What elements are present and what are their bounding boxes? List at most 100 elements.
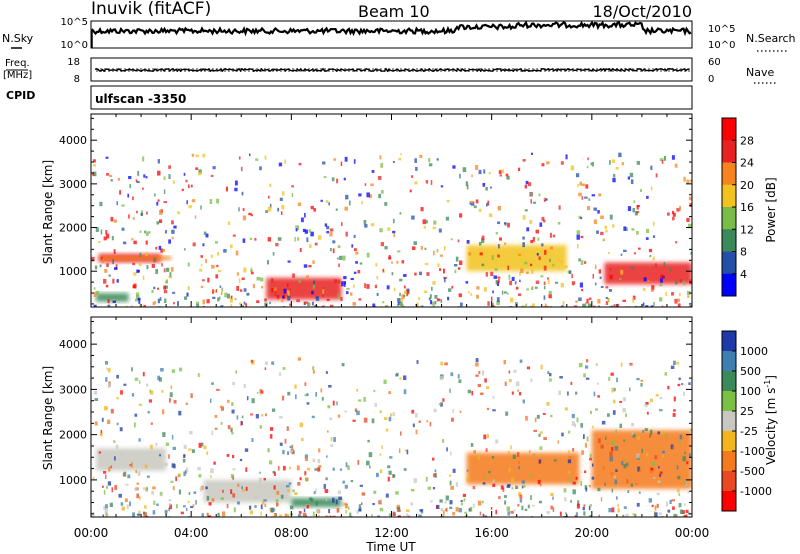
heatmap-cell: [469, 506, 473, 512]
heatmap-cell: [384, 305, 389, 307]
heatmap-cell: [440, 185, 444, 188]
heatmap-cell: [214, 414, 218, 418]
heatmap-cell: [564, 265, 568, 269]
heatmap-cell: [107, 304, 111, 307]
heatmap-cell: [132, 217, 135, 220]
heatmap-cell: [322, 161, 326, 165]
heatmap-cell: [519, 499, 523, 503]
heatmap-cell: [347, 465, 350, 470]
heatmap-cell: [676, 465, 679, 470]
heatmap-cell: [116, 279, 119, 283]
heatmap-cell: [269, 508, 273, 512]
heatmap-cell: [385, 493, 389, 498]
heatmap-cell: [183, 296, 188, 300]
heatmap-cell: [552, 496, 554, 500]
heatmap-cell: [581, 450, 584, 455]
heatmap-cell: [92, 164, 97, 167]
heatmap-cell: [104, 269, 108, 273]
heatmap-cell: [412, 423, 415, 428]
heatmap-cell: [123, 471, 127, 477]
heatmap-cell: [274, 514, 276, 517]
heatmap-cell: [476, 294, 479, 299]
heatmap-cell: [275, 242, 279, 247]
heatmap-cell: [185, 467, 189, 473]
heatmap-cell: [209, 398, 212, 403]
heatmap-cell: [465, 181, 469, 187]
heatmap-cell: [232, 381, 236, 386]
heatmap-cell: [677, 475, 681, 480]
heatmap-cell: [487, 200, 490, 206]
heatmap-cell: [236, 501, 240, 505]
heatmap-cell: [646, 411, 649, 415]
heatmap-cell: [236, 285, 239, 291]
heatmap-cell: [314, 242, 318, 246]
freq-tick-bottom: 8: [74, 74, 80, 85]
heatmap-cell: [157, 199, 160, 202]
heatmap-cell: [582, 506, 585, 511]
heatmap-cell: [679, 279, 682, 283]
heatmap-cell: [205, 486, 208, 490]
heatmap-cell: [299, 248, 302, 253]
heatmap-cell: [299, 422, 304, 428]
heatmap-cell: [490, 271, 494, 277]
heatmap-cell: [380, 498, 382, 503]
heatmap-cell: [216, 388, 220, 391]
heatmap-cell: [227, 425, 231, 430]
heatmap-cell: [318, 465, 322, 468]
heatmap-cell: [564, 497, 567, 502]
colorbar-tick-label: 12: [740, 223, 754, 236]
heatmap-cell: [509, 280, 513, 286]
heatmap-cell: [124, 498, 128, 503]
heatmap-cell: [142, 187, 144, 190]
heatmap-cell: [341, 362, 345, 367]
heatmap-cell: [496, 300, 500, 306]
heatmap-cell: [295, 394, 297, 400]
heatmap-cell: [609, 214, 613, 220]
heatmap-cell: [606, 413, 610, 417]
heatmap-cell: [159, 491, 162, 496]
heatmap-cell: [527, 182, 532, 187]
heatmap-cell: [498, 496, 501, 500]
heatmap-cell: [328, 202, 330, 206]
heatmap-cell: [597, 382, 599, 385]
heatmap-cell: [485, 272, 488, 277]
heatmap-cell: [128, 214, 130, 219]
heatmap-cell: [212, 296, 216, 300]
heatmap-cell: [597, 487, 601, 492]
heatmap-cell: [389, 513, 391, 517]
heatmap-cell: [636, 453, 640, 459]
heatmap-cell: [121, 204, 125, 207]
heatmap-cell: [211, 430, 214, 436]
heatmap-cell: [663, 155, 666, 161]
heatmap-cell: [432, 486, 436, 490]
heatmap-cell: [598, 438, 601, 444]
heatmap-cell: [549, 232, 552, 238]
heatmap-cell: [515, 485, 518, 490]
heatmap-cell: [184, 248, 186, 251]
heatmap-cell: [313, 491, 316, 495]
heatmap-cell: [163, 268, 166, 273]
heatmap-cell: [349, 512, 352, 517]
heatmap-cell: [331, 515, 334, 517]
heatmap-cell: [260, 390, 264, 394]
heatmap-cell: [162, 432, 166, 437]
heatmap-cell: [611, 446, 614, 451]
heatmap-cell: [642, 287, 646, 291]
heatmap-cell: [176, 301, 179, 307]
heatmap-cell: [550, 492, 554, 497]
heatmap-cell: [567, 471, 571, 474]
heatmap-cell: [589, 453, 592, 458]
heatmap-cell: [497, 281, 500, 287]
heatmap-cell: [576, 244, 579, 249]
heatmap-cell: [354, 408, 358, 413]
heatmap-cell: [618, 152, 622, 158]
heatmap-cell: [393, 233, 396, 238]
heatmap-cell: [211, 498, 215, 502]
heatmap-cell: [329, 515, 331, 517]
heatmap-cell: [196, 301, 199, 305]
heatmap-cell: [450, 451, 452, 456]
heatmap-cell: [557, 221, 561, 225]
heatmap-cell: [568, 450, 570, 455]
heatmap-cell: [162, 409, 165, 415]
heatmap-cell: [424, 247, 427, 250]
